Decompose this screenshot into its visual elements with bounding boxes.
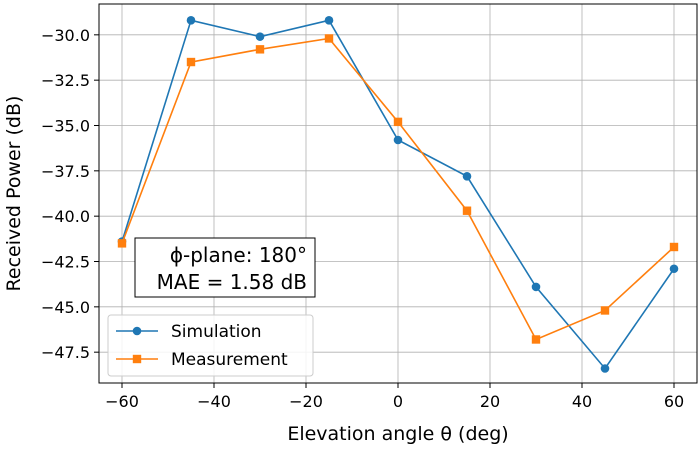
data-point-measurement [669,242,679,252]
legend-frame [107,314,314,377]
x-tick-label: 60 [664,392,684,411]
x-tick-label: −40 [197,392,231,411]
axis-ticks: −60 −40 −20 0 20 40 60 −30.0 −32.5 −35.0 −37.5 −40.… [41,26,684,411]
annotation-frame [134,237,316,298]
grid [99,4,697,383]
data-point-measurement [324,34,334,43]
y-tick-label: −30.0 [41,26,90,45]
legend-swatch-marker [132,354,142,364]
annotation-box: ϕ-plane: 180° MAE = 1.58 dB [134,237,316,298]
y-tick-label: −35.0 [41,116,90,135]
legend-entry-measurement: Measurement [116,350,288,370]
series-layer [117,16,679,373]
data-point-measurement [117,239,127,248]
x-tick-label: 40 [572,392,592,411]
annotation-mae-text: MAE = 1.58 dB [157,270,307,294]
legend-entry-simulation: Simulation [116,322,262,342]
data-point-measurement [531,335,541,344]
data-point-simulation [393,135,403,145]
y-axis-label: Received Power (dB) [3,96,25,292]
data-point-simulation [531,282,541,292]
x-tick-label: −60 [105,392,139,411]
annotation-plane-text: ϕ-plane: 180° [170,243,307,267]
data-point-simulation [324,16,334,25]
y-tick-label: −45.0 [41,298,90,317]
legend-swatch-marker [132,326,142,336]
series-measurement [117,34,679,344]
x-axis-label: Elevation angle θ (deg) [287,423,508,445]
y-tick-label: −37.5 [41,162,90,181]
x-tick-label: 20 [480,392,500,411]
data-point-measurement [393,117,403,127]
y-tick-label: −42.5 [41,253,90,272]
data-point-simulation [600,364,610,373]
data-point-measurement [600,306,610,315]
data-point-simulation [186,16,196,25]
data-point-measurement [186,57,196,67]
x-tick-label: 0 [393,392,403,411]
data-point-simulation [669,264,679,274]
legend-label: Measurement [171,350,288,370]
y-tick-label: −32.5 [41,71,90,90]
legend-label: Simulation [171,322,262,342]
data-point-simulation [462,171,472,181]
y-tick-label: −47.5 [41,343,90,362]
legend: Simulation Measurement [107,314,314,377]
data-point-simulation [255,32,265,41]
data-point-measurement [462,206,472,215]
data-point-measurement [255,45,265,54]
y-tick-label: −40.0 [41,207,90,226]
x-tick-label: −20 [289,392,323,411]
